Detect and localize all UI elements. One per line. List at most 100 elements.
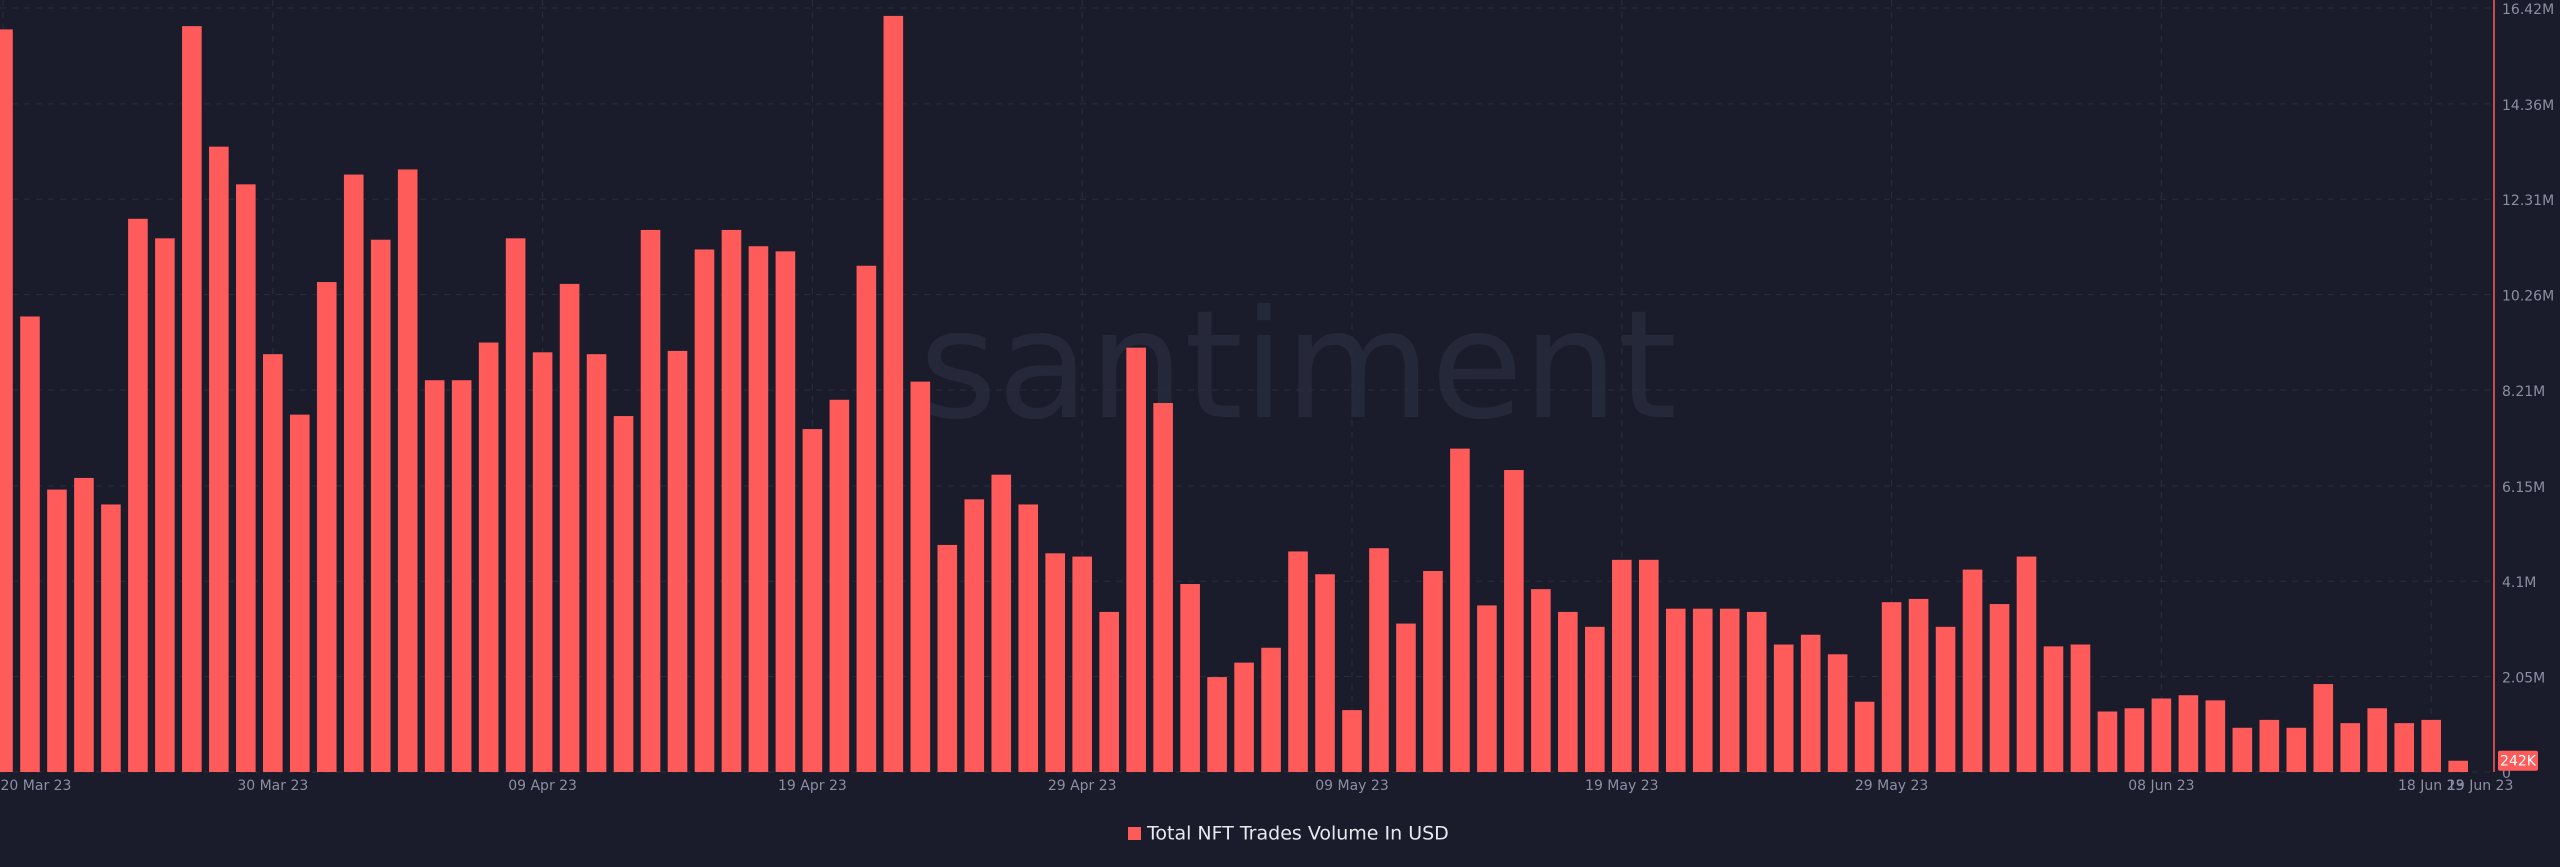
bar: [1504, 470, 1524, 772]
bar: [802, 429, 823, 772]
bar: [721, 229, 742, 772]
legend-swatch: [1128, 827, 1141, 840]
bar: [1234, 662, 1254, 772]
bar: [263, 354, 283, 772]
bar: [694, 249, 715, 773]
y-tick-label: 6.15M: [2502, 480, 2545, 496]
bar: [1369, 548, 1389, 772]
bar: [1585, 626, 1605, 772]
bar: [1908, 598, 1929, 772]
bar: [1638, 559, 1659, 772]
bar: [1396, 623, 1416, 772]
bar: [1558, 611, 1578, 772]
x-tick-label: 29 Apr 23: [1048, 778, 1117, 794]
y-tick-label: 10.26M: [2502, 289, 2554, 305]
bar: [2124, 708, 2145, 772]
bar: [667, 350, 688, 772]
bar: [1261, 647, 1281, 772]
y-tick-label: 0: [2502, 766, 2511, 782]
x-tick-label: 08 Jun 23: [2128, 778, 2194, 794]
bar: [1719, 608, 1740, 772]
bar: [1315, 574, 1335, 772]
bar: [0, 29, 13, 772]
y-tick-label: 8.21M: [2502, 384, 2545, 400]
bar: [289, 414, 310, 772]
bar: [505, 238, 526, 773]
bar: [1018, 504, 1039, 772]
bar: [1423, 570, 1443, 772]
x-tick-label: 09 Apr 23: [508, 778, 577, 794]
bar: [397, 169, 418, 772]
bar: [343, 174, 364, 772]
x-tick-label: 20 Mar 23: [1, 778, 72, 794]
bar: [640, 229, 661, 772]
bar: [1288, 551, 1308, 772]
x-tick-label: 18 Jun 23: [2398, 778, 2464, 794]
bar: [236, 184, 256, 772]
bar: [1854, 701, 1875, 772]
bar: [1665, 608, 1686, 772]
bar: [559, 283, 580, 772]
bar: [128, 218, 148, 772]
bar: [424, 380, 445, 772]
bar: [2448, 760, 2468, 772]
bar: [1126, 347, 1146, 772]
bar: [2313, 684, 2334, 772]
bar: [2016, 556, 2037, 772]
x-tick-label: 30 Mar 23: [237, 778, 308, 794]
bar: [829, 399, 850, 772]
bar: [856, 265, 877, 772]
bar: [1827, 654, 1848, 772]
bar: [2232, 727, 2253, 772]
bar: [316, 282, 337, 772]
bar: [2070, 644, 2091, 772]
bar: [1072, 556, 1092, 772]
x-tick-label: 19 Jun 23: [2447, 778, 2513, 794]
bar: [964, 499, 985, 772]
y-tick-label: 14.36M: [2502, 98, 2554, 114]
y-tick-label: 2.05M: [2502, 671, 2545, 687]
value-label: 242K: [2500, 754, 2537, 770]
bar: [2367, 708, 2388, 772]
x-tick-label: 19 May 23: [1585, 778, 1658, 794]
bar: [1881, 602, 1902, 772]
bar: [1612, 559, 1632, 772]
bar: [2259, 719, 2280, 772]
legend-label: Total NFT Trades Volume In USD: [1146, 823, 1449, 845]
bar: [883, 15, 904, 773]
bar: [182, 26, 202, 772]
bar: [209, 146, 229, 773]
bar: [1207, 677, 1227, 772]
bar: [2043, 646, 2064, 772]
bar: [1800, 634, 1821, 772]
bar: [101, 504, 121, 772]
bar: [1531, 589, 1551, 772]
bar: [2178, 695, 2199, 772]
bar: [991, 474, 1012, 772]
bar: [20, 316, 40, 772]
bar: [2151, 698, 2172, 772]
bar: [478, 342, 499, 772]
bar: [1153, 403, 1173, 772]
bar: [937, 544, 958, 772]
bar: [2286, 727, 2307, 772]
bar: [2421, 719, 2441, 772]
bar: [613, 416, 634, 772]
watermark: santiment: [919, 279, 1677, 453]
bar: [1935, 626, 1956, 772]
bar: [1342, 710, 1362, 772]
x-tick-label: 19 Apr 23: [778, 778, 847, 794]
bar: [370, 239, 391, 773]
bar: [532, 352, 553, 772]
bar: [775, 251, 796, 772]
bar: [1773, 644, 1794, 772]
bar: [1180, 584, 1200, 772]
y-tick-label: 4.1M: [2502, 575, 2536, 591]
bar: [1045, 553, 1066, 772]
bar: [2205, 700, 2226, 772]
bar: [155, 238, 175, 773]
bar: [47, 489, 67, 772]
x-tick-label: 09 May 23: [1315, 778, 1388, 794]
